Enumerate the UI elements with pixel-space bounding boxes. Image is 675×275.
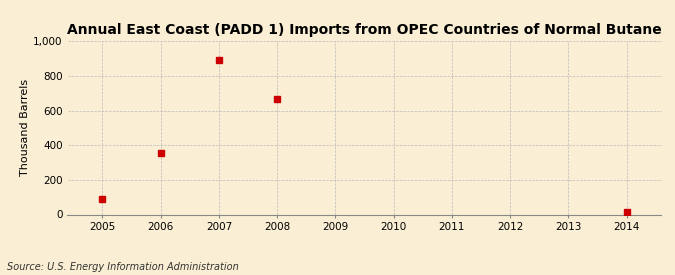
Y-axis label: Thousand Barrels: Thousand Barrels: [20, 79, 30, 177]
Title: Annual East Coast (PADD 1) Imports from OPEC Countries of Normal Butane: Annual East Coast (PADD 1) Imports from …: [67, 23, 662, 37]
Text: Source: U.S. Energy Information Administration: Source: U.S. Energy Information Administ…: [7, 262, 238, 272]
